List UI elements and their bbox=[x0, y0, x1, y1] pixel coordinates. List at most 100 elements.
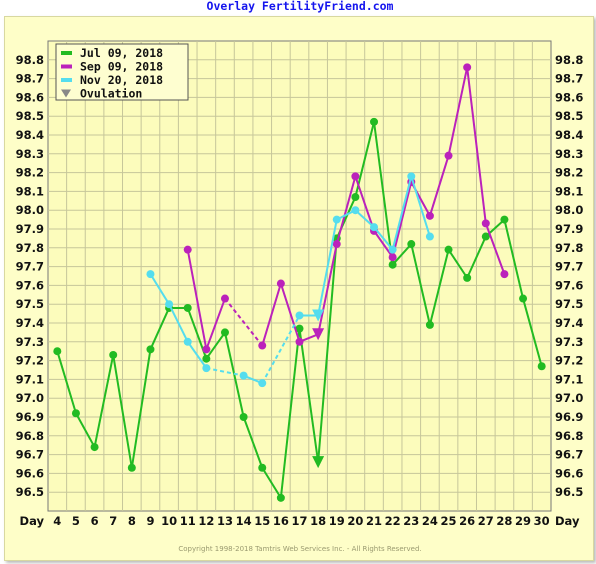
y-tick-label-right: 98.3 bbox=[555, 147, 583, 161]
x-tick-label: 6 bbox=[91, 514, 99, 528]
data-point bbox=[370, 223, 379, 232]
series-segment bbox=[373, 226, 394, 251]
series-segment bbox=[261, 283, 282, 346]
y-tick-label-right: 97.3 bbox=[555, 335, 583, 349]
series-segment bbox=[75, 412, 96, 448]
series-segment bbox=[93, 354, 115, 448]
x-tick-label: 14 bbox=[236, 514, 252, 528]
data-point bbox=[109, 350, 118, 359]
x-tick-label: 13 bbox=[217, 514, 233, 528]
series-segment bbox=[279, 328, 301, 498]
data-point bbox=[370, 117, 379, 126]
x-tick-label: 28 bbox=[496, 514, 512, 528]
y-tick-label-left: 97.1 bbox=[16, 372, 44, 386]
data-point bbox=[332, 215, 341, 224]
series-segment bbox=[149, 307, 171, 350]
series-segment bbox=[224, 297, 264, 347]
data-point bbox=[183, 303, 192, 312]
series-segment bbox=[261, 467, 282, 499]
series-segment bbox=[130, 349, 152, 468]
y-tick-label-right: 97.2 bbox=[555, 354, 583, 368]
data-point bbox=[332, 240, 341, 249]
series-1 bbox=[53, 117, 546, 502]
series-segment bbox=[112, 354, 133, 468]
legend-label: Ovulation bbox=[80, 87, 142, 101]
data-point bbox=[258, 379, 267, 388]
y-tick-label-left: 97.6 bbox=[16, 278, 44, 292]
y-tick-label-right: 96.7 bbox=[555, 448, 583, 462]
y-tick-label-left: 97.7 bbox=[16, 260, 44, 274]
series-segment bbox=[484, 223, 506, 275]
data-point bbox=[481, 219, 490, 228]
y-tick-label-left: 98.4 bbox=[16, 128, 44, 142]
y-tick-label-left: 98.7 bbox=[16, 72, 44, 86]
series-segment bbox=[354, 176, 375, 232]
y-tick-label-left: 97.0 bbox=[16, 391, 44, 405]
y-tick-label-left: 98.6 bbox=[16, 90, 44, 104]
series-segment bbox=[186, 341, 208, 369]
series-segment bbox=[410, 243, 431, 326]
y-tick-label-left: 97.2 bbox=[16, 354, 44, 368]
x-tick-label: 16 bbox=[273, 514, 289, 528]
data-point bbox=[500, 270, 509, 279]
data-point bbox=[500, 215, 509, 224]
data-point bbox=[444, 245, 453, 254]
data-point bbox=[146, 270, 155, 279]
data-point bbox=[519, 294, 528, 303]
series-segment bbox=[391, 176, 413, 250]
y-tick-label-right: 97.4 bbox=[555, 316, 583, 330]
series-segment bbox=[56, 350, 77, 414]
data-point bbox=[407, 172, 416, 181]
series-segment bbox=[447, 67, 469, 156]
y-tick-label-left: 97.4 bbox=[16, 316, 44, 330]
series-segment bbox=[317, 219, 338, 316]
ovulation-marker bbox=[312, 328, 325, 341]
x-axis-label-left: Day bbox=[20, 514, 45, 528]
series-segment bbox=[466, 67, 487, 224]
data-point bbox=[481, 232, 490, 241]
x-axis-label-right: Day bbox=[555, 514, 580, 528]
data-point bbox=[71, 409, 80, 418]
data-point bbox=[351, 193, 360, 202]
y-tick-label-right: 97.7 bbox=[555, 260, 583, 274]
x-tick-label: 23 bbox=[403, 514, 419, 528]
legend-swatch bbox=[61, 51, 72, 55]
chart-title: Overlay FertilityFriend.com bbox=[207, 0, 394, 13]
data-point bbox=[127, 463, 136, 472]
x-tick-label: 25 bbox=[441, 514, 457, 528]
y-tick-label-left: 96.6 bbox=[16, 466, 44, 480]
legend-swatch bbox=[61, 64, 72, 69]
y-tick-label-right: 98.2 bbox=[555, 166, 583, 180]
x-tick-label: 18 bbox=[310, 514, 326, 528]
y-tick-label-right: 97.8 bbox=[555, 241, 583, 255]
x-tick-label: 30 bbox=[534, 514, 550, 528]
y-tick-label-left: 97.9 bbox=[16, 222, 44, 236]
data-point bbox=[388, 245, 397, 254]
series-2 bbox=[183, 63, 509, 354]
y-tick-label-left: 98.3 bbox=[16, 147, 44, 161]
plot-area bbox=[47, 40, 552, 512]
copyright-text: Copyright 1998-2018 Tamtris Web Services… bbox=[178, 545, 421, 553]
data-point bbox=[53, 347, 62, 356]
y-tick-label-right: 96.6 bbox=[555, 466, 583, 480]
data-point bbox=[183, 337, 192, 346]
data-point bbox=[258, 463, 267, 472]
series-segment bbox=[298, 328, 320, 463]
series-segment bbox=[168, 303, 189, 343]
y-tick-label-right: 97.6 bbox=[555, 278, 583, 292]
series-segment bbox=[186, 249, 208, 350]
series-segment bbox=[317, 243, 338, 335]
data-point bbox=[202, 354, 211, 363]
data-point bbox=[295, 311, 304, 320]
x-tick-label: 10 bbox=[161, 514, 177, 528]
y-tick-label-right: 97.5 bbox=[555, 297, 583, 311]
data-point bbox=[407, 240, 416, 249]
series-segment bbox=[466, 236, 487, 279]
series-segment bbox=[279, 283, 301, 343]
ovulation-marker bbox=[312, 309, 325, 322]
x-tick-label: 4 bbox=[53, 514, 61, 528]
data-point bbox=[220, 328, 229, 337]
series-segment bbox=[317, 238, 338, 463]
